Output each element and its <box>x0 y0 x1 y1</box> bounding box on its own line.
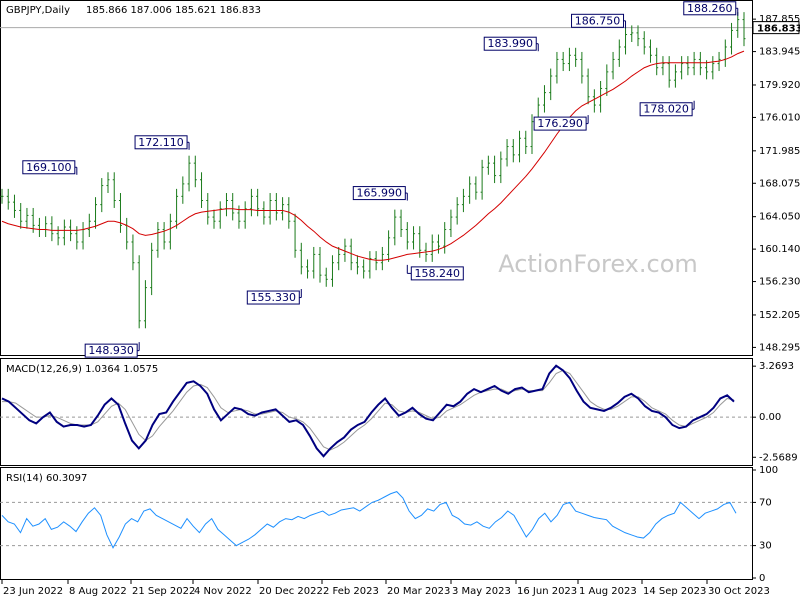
annotation-box <box>683 1 737 16</box>
annotation-label: 178.020 <box>639 100 695 117</box>
annotation-box <box>246 290 300 305</box>
price-y-tick-label: 148.295 <box>759 342 800 353</box>
annotation-text: 158.240 <box>415 267 461 280</box>
x-tick-label: 23 Jun 2022 <box>3 586 63 597</box>
annotation-label: 183.990 <box>483 36 539 52</box>
annotation-text: 169.100 <box>26 161 72 174</box>
annotation-box <box>483 36 537 51</box>
annotation-box <box>352 186 406 201</box>
price-y-tick-label: 152.205 <box>759 310 800 321</box>
annotation-text: 186.750 <box>575 14 621 27</box>
x-tick-label: 14 Sep 2023 <box>643 586 706 597</box>
macd-line <box>1 364 735 458</box>
price-panel-frame <box>0 0 753 356</box>
rsi-y-tick-label: 70 <box>759 497 772 508</box>
x-tick-label: 30 Oct 2023 <box>708 586 770 597</box>
annotation-box <box>134 135 188 150</box>
x-tick-label: 2 Feb 2023 <box>323 586 379 597</box>
annotation-box <box>84 343 138 358</box>
annotation-text: 155.330 <box>251 291 297 304</box>
x-tick-label: 16 Jun 2023 <box>517 586 577 597</box>
annotation-text: 176.290 <box>537 117 583 130</box>
annotation-box <box>22 160 76 175</box>
annotation-box <box>639 102 693 117</box>
price-y-tick-label: 176.010 <box>759 112 800 123</box>
annotation-label: 188.260 <box>683 1 739 16</box>
annotation-label: 186.750 <box>571 13 627 29</box>
rsi-y-tick-label: 30 <box>759 541 772 552</box>
x-tick-label: 4 Nov 2022 <box>194 586 252 597</box>
price-y-tick-label: 156.230 <box>759 277 800 288</box>
annotation-box <box>571 13 625 28</box>
last-price-label: 186.833 <box>757 24 800 35</box>
rsi-y-tick-label: 0 <box>759 573 765 584</box>
ohlc-header: 185.866 187.006 185.621 186.833 <box>86 5 261 16</box>
last-price-box <box>752 21 800 35</box>
annotation-label: 176.290 <box>533 115 589 131</box>
rsi-panel-frame <box>0 467 753 580</box>
annotation-label: 158.240 <box>406 264 464 281</box>
annotation-text: 165.990 <box>357 187 403 200</box>
x-tick-label: 3 May 2023 <box>452 586 511 597</box>
moving-average-line <box>1 50 745 261</box>
x-tick-label: 1 Aug 2023 <box>579 586 637 597</box>
price-y-tick-label: 171.985 <box>759 146 800 157</box>
price-y-tick-label: 179.920 <box>759 80 800 91</box>
symbol-label: GBPJPY,Daily <box>6 5 70 16</box>
annotation-text: 172.110 <box>138 136 184 149</box>
macd-title: MACD(12,26,9) 1.0364 1.0575 <box>6 364 158 375</box>
rsi-title: RSI(14) 60.3097 <box>6 473 87 484</box>
macd-signal-line <box>2 369 735 451</box>
price-y-tick-label: 164.050 <box>759 212 800 223</box>
x-tick-label: 21 Sep 2022 <box>132 586 195 597</box>
annotation-label: 165.990 <box>352 186 408 201</box>
watermark: ActionForex.com <box>498 250 698 278</box>
rsi-line <box>1 491 737 549</box>
price-y-tick-label: 160.140 <box>759 244 800 255</box>
annotation-text: 178.020 <box>643 103 689 116</box>
annotation-text: 188.260 <box>687 2 733 15</box>
annotation-text: 183.990 <box>487 37 533 50</box>
rsi-y-tick-label: 100 <box>759 465 778 476</box>
annotation-box <box>533 116 587 131</box>
price-y-tick-label: 187.855 <box>759 14 800 25</box>
x-tick-label: 8 Aug 2022 <box>69 586 127 597</box>
annotation-label: 148.930 <box>84 342 140 358</box>
macd-y-tick-label: -2.5689 <box>759 452 798 463</box>
x-tick-label: 20 Dec 2022 <box>259 586 323 597</box>
macd-y-tick-label: 0.00 <box>759 412 781 423</box>
macd-y-tick-label: 3.2693 <box>759 361 794 372</box>
price-y-tick-label: 168.075 <box>759 178 800 189</box>
macd-panel-frame <box>0 358 753 466</box>
annotation-text: 148.930 <box>88 344 134 357</box>
annotation-box <box>410 266 464 281</box>
annotation-label: 155.330 <box>246 289 302 305</box>
x-tick-label: 20 Mar 2023 <box>387 586 450 597</box>
annotation-label: 169.100 <box>22 160 78 175</box>
annotation-label: 172.110 <box>134 135 190 150</box>
price-y-tick-label: 183.945 <box>759 47 800 58</box>
